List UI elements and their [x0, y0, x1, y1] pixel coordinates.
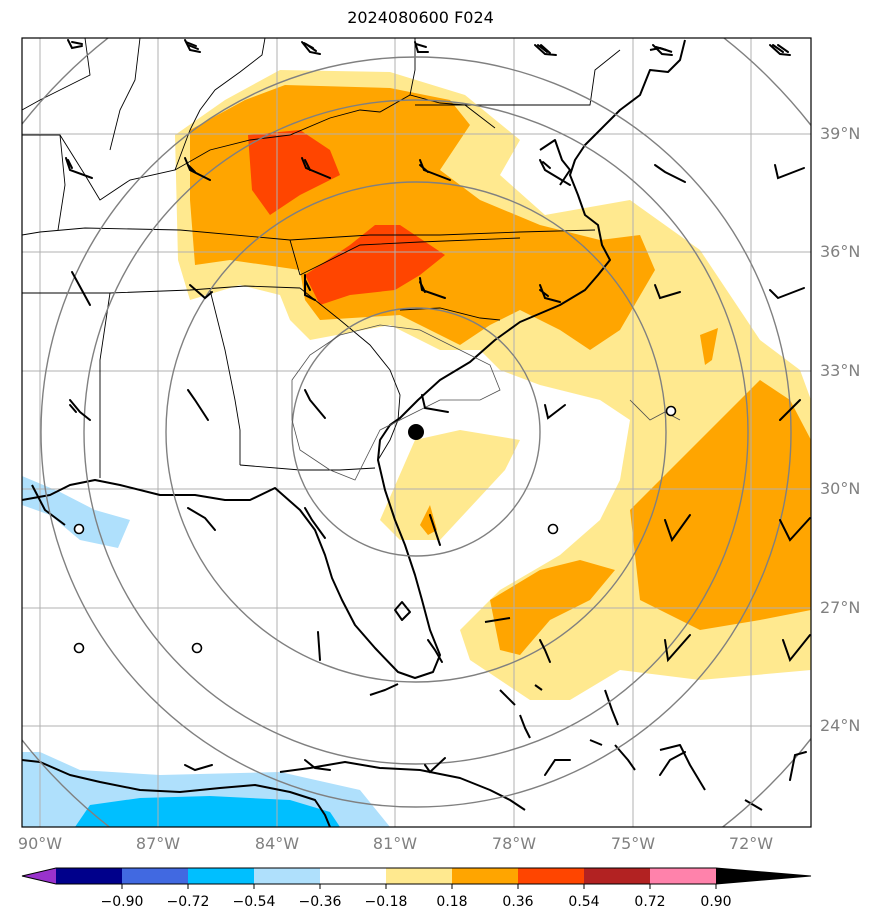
- colorbar-segment: [650, 868, 716, 884]
- colorbar-tick-label: −0.90: [100, 894, 144, 910]
- colorbar-segment: [188, 868, 254, 884]
- colorbar-tick-label: 0.18: [436, 894, 468, 910]
- colorbar-segment: [56, 868, 122, 884]
- colorbar-segment: [320, 868, 386, 884]
- colorbar-tick-label: −0.72: [166, 894, 210, 910]
- calm-markers: [73, 405, 677, 654]
- graticule: [22, 38, 811, 827]
- colorbar-tick-label: 0.36: [502, 894, 534, 910]
- lat-label: 39°N: [820, 124, 861, 143]
- lat-label: 27°N: [820, 598, 861, 617]
- colorbar-extend-low: [22, 868, 56, 884]
- lon-label: 72°W: [728, 834, 774, 853]
- lon-label: 78°W: [491, 834, 537, 853]
- shaded-field: [22, 70, 811, 827]
- lat-label: 24°N: [820, 716, 861, 735]
- colorbar-tick-label: −0.18: [364, 894, 408, 910]
- field-018-offshore-south: [380, 430, 520, 540]
- lon-label: 84°W: [254, 834, 300, 853]
- colorbar-segment: [518, 868, 584, 884]
- colorbar-segment: [122, 868, 188, 884]
- colorbar-tick-label: −0.54: [232, 894, 276, 910]
- field-054-west: [248, 130, 340, 215]
- colorbar-extend-high: [716, 868, 811, 884]
- field-054-carolina: [305, 225, 445, 305]
- colorbar-segment: [254, 868, 320, 884]
- colorbar-tick-label: 0.90: [700, 894, 732, 910]
- colorbar-segment: [452, 868, 518, 884]
- lon-label: 75°W: [610, 834, 656, 853]
- colorbar: [21, 867, 812, 889]
- lon-label: 90°W: [17, 834, 63, 853]
- lat-label: 33°N: [820, 361, 861, 380]
- field-neg018-gulf: [22, 476, 130, 548]
- lon-label: 81°W: [372, 834, 418, 853]
- field-036-tiny: [420, 505, 437, 535]
- colorbar-tick-label: −0.36: [298, 894, 342, 910]
- map-frame: [21, 37, 812, 828]
- state-borders: [22, 38, 621, 478]
- colorbar-segment: [386, 868, 452, 884]
- colorbar-segment: [584, 868, 650, 884]
- colorbar-tick-label: 0.54: [568, 894, 600, 910]
- lat-label: 30°N: [820, 479, 861, 498]
- storm-center-marker: [408, 424, 424, 440]
- map-title: 2024080600 F024: [347, 8, 494, 27]
- field-036-small: [700, 328, 718, 365]
- wind-barbs: [65, 39, 811, 781]
- lon-label: 87°W: [135, 834, 181, 853]
- field-neg036-sw: [75, 796, 340, 827]
- colorbar-tick-label: 0.72: [634, 894, 666, 910]
- lat-label: 36°N: [820, 242, 861, 261]
